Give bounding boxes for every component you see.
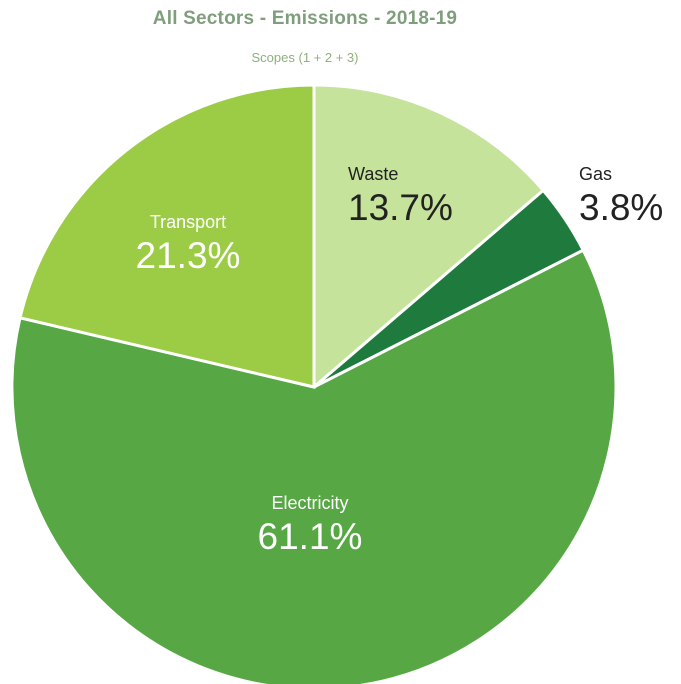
chart-title: All Sectors - Emissions - 2018-19	[152, 8, 458, 29]
pie-slice-transport	[18, 83, 316, 389]
slice-value-electricity: 61.1%	[258, 516, 363, 557]
pie-slice-electricity	[10, 248, 618, 684]
slice-label-electricity: Electricity	[271, 493, 348, 513]
slice-value-waste: 13.7%	[348, 187, 453, 228]
slice-value-gas: 3.8%	[579, 187, 663, 228]
slice-value-transport: 21.3%	[136, 235, 241, 276]
slice-label-gas: Gas	[579, 164, 612, 184]
slice-label-transport: Transport	[150, 212, 226, 232]
chart-subtitle: Scopes (1 + 2 + 3)	[251, 50, 359, 65]
pie-slice-waste	[312, 83, 546, 391]
slice-label-waste: Waste	[348, 164, 398, 184]
